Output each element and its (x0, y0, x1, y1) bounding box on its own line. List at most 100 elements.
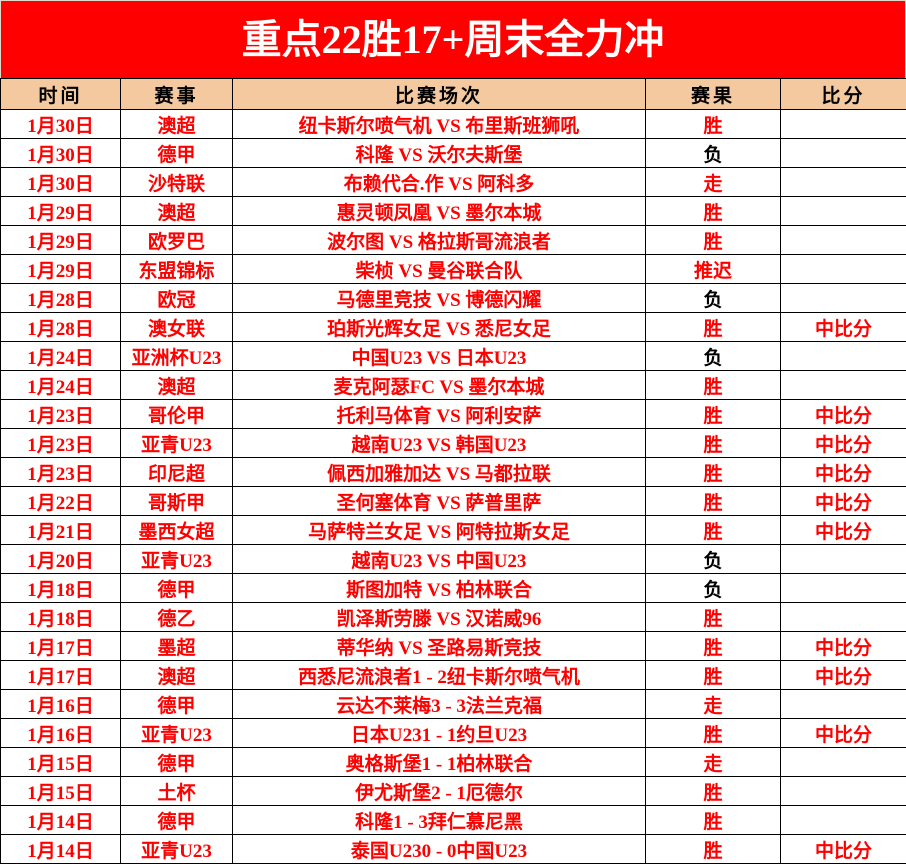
cell-result[interactable]: 胜 (646, 603, 781, 632)
cell-result[interactable]: 胜 (646, 458, 781, 487)
cell-league[interactable]: 亚青U23 (121, 719, 233, 748)
cell-result[interactable]: 胜 (646, 371, 781, 400)
cell-league[interactable]: 亚洲杯U23 (121, 342, 233, 371)
cell-time[interactable]: 1月24日 (1, 342, 121, 371)
cell-score[interactable] (781, 603, 906, 632)
cell-league[interactable]: 欧冠 (121, 284, 233, 313)
cell-score[interactable] (781, 574, 906, 603)
cell-result[interactable]: 负 (646, 545, 781, 574)
cell-match[interactable]: 托利马体育 VS 阿利安萨 (233, 400, 646, 429)
cell-time[interactable]: 1月15日 (1, 748, 121, 777)
cell-match[interactable]: 马萨特兰女足 VS 阿特拉斯女足 (233, 516, 646, 545)
table-row[interactable]: 1月23日哥伦甲托利马体育 VS 阿利安萨胜中比分 (1, 400, 906, 429)
column-header-score[interactable]: 比分 (781, 79, 906, 110)
cell-match[interactable]: 珀斯光辉女足 VS 悉尼女足 (233, 313, 646, 342)
cell-league[interactable]: 土杯 (121, 777, 233, 806)
cell-league[interactable]: 亚青U23 (121, 429, 233, 458)
table-row[interactable]: 1月22日哥斯甲圣何塞体育 VS 萨普里萨胜中比分 (1, 487, 906, 516)
cell-score[interactable] (781, 139, 906, 168)
cell-result[interactable]: 胜 (646, 487, 781, 516)
cell-time[interactable]: 1月20日 (1, 545, 121, 574)
cell-time[interactable]: 1月15日 (1, 777, 121, 806)
cell-result[interactable]: 走 (646, 168, 781, 197)
column-header-time[interactable]: 时间 (1, 79, 121, 110)
cell-time[interactable]: 1月28日 (1, 284, 121, 313)
cell-result[interactable]: 负 (646, 284, 781, 313)
cell-match[interactable]: 布赖代合.作 VS 阿科多 (233, 168, 646, 197)
cell-score[interactable] (781, 168, 906, 197)
cell-league[interactable]: 德甲 (121, 748, 233, 777)
cell-result[interactable]: 胜 (646, 400, 781, 429)
cell-league[interactable]: 澳超 (121, 197, 233, 226)
cell-match[interactable]: 佩西加雅加达 VS 马都拉联 (233, 458, 646, 487)
cell-score[interactable] (781, 284, 906, 313)
cell-match[interactable]: 圣何塞体育 VS 萨普里萨 (233, 487, 646, 516)
cell-match[interactable]: 马德里竞技 VS 博德闪耀 (233, 284, 646, 313)
cell-result[interactable]: 胜 (646, 835, 781, 864)
cell-result[interactable]: 胜 (646, 197, 781, 226)
cell-match[interactable]: 越南U23 VS 韩国U23 (233, 429, 646, 458)
cell-time[interactable]: 1月18日 (1, 574, 121, 603)
cell-score[interactable] (781, 371, 906, 400)
cell-time[interactable]: 1月18日 (1, 603, 121, 632)
cell-result[interactable]: 胜 (646, 632, 781, 661)
table-row[interactable]: 1月17日澳超西悉尼流浪者1 - 2纽卡斯尔喷气机胜中比分 (1, 661, 906, 690)
cell-result[interactable]: 负 (646, 139, 781, 168)
cell-league[interactable]: 哥斯甲 (121, 487, 233, 516)
table-row[interactable]: 1月29日东盟锦标柴桢 VS 曼谷联合队推迟 (1, 255, 906, 284)
cell-score[interactable] (781, 110, 906, 139)
cell-score[interactable]: 中比分 (781, 458, 906, 487)
cell-time[interactable]: 1月21日 (1, 516, 121, 545)
cell-time[interactable]: 1月30日 (1, 139, 121, 168)
cell-score[interactable]: 中比分 (781, 632, 906, 661)
table-row[interactable]: 1月30日沙特联布赖代合.作 VS 阿科多走 (1, 168, 906, 197)
cell-time[interactable]: 1月17日 (1, 661, 121, 690)
cell-match[interactable]: 凯泽斯劳滕 VS 汉诺威96 (233, 603, 646, 632)
cell-result[interactable]: 胜 (646, 806, 781, 835)
cell-match[interactable]: 蒂华纳 VS 圣路易斯竞技 (233, 632, 646, 661)
cell-match[interactable]: 纽卡斯尔喷气机 VS 布里斯班狮吼 (233, 110, 646, 139)
cell-score[interactable]: 中比分 (781, 516, 906, 545)
column-header-result[interactable]: 赛果 (646, 79, 781, 110)
cell-match[interactable]: 伊尤斯堡2 - 1厄德尔 (233, 777, 646, 806)
table-row[interactable]: 1月29日欧罗巴波尔图 VS 格拉斯哥流浪者胜 (1, 226, 906, 255)
table-row[interactable]: 1月28日澳女联珀斯光辉女足 VS 悉尼女足胜中比分 (1, 313, 906, 342)
table-row[interactable]: 1月18日德甲斯图加特 VS 柏林联合负 (1, 574, 906, 603)
cell-match[interactable]: 科隆 VS 沃尔夫斯堡 (233, 139, 646, 168)
cell-time[interactable]: 1月14日 (1, 806, 121, 835)
cell-time[interactable]: 1月30日 (1, 168, 121, 197)
cell-result[interactable]: 胜 (646, 313, 781, 342)
cell-match[interactable]: 中国U23 VS 日本U23 (233, 342, 646, 371)
cell-league[interactable]: 德甲 (121, 806, 233, 835)
cell-score[interactable] (781, 255, 906, 284)
cell-league[interactable]: 德甲 (121, 690, 233, 719)
table-row[interactable]: 1月28日欧冠马德里竞技 VS 博德闪耀负 (1, 284, 906, 313)
cell-league[interactable]: 哥伦甲 (121, 400, 233, 429)
cell-time[interactable]: 1月16日 (1, 719, 121, 748)
cell-league[interactable]: 德甲 (121, 139, 233, 168)
cell-match[interactable]: 西悉尼流浪者1 - 2纽卡斯尔喷气机 (233, 661, 646, 690)
cell-league[interactable]: 澳超 (121, 661, 233, 690)
cell-result[interactable]: 走 (646, 690, 781, 719)
cell-score[interactable] (781, 342, 906, 371)
cell-score[interactable]: 中比分 (781, 487, 906, 516)
table-row[interactable]: 1月14日德甲科隆1 - 3拜仁慕尼黑胜 (1, 806, 906, 835)
cell-time[interactable]: 1月16日 (1, 690, 121, 719)
cell-match[interactable]: 奥格斯堡1 - 1柏林联合 (233, 748, 646, 777)
cell-result[interactable]: 胜 (646, 226, 781, 255)
cell-score[interactable]: 中比分 (781, 313, 906, 342)
cell-score[interactable] (781, 545, 906, 574)
table-row[interactable]: 1月16日德甲云达不莱梅3 - 3法兰克福走 (1, 690, 906, 719)
table-row[interactable]: 1月17日墨超蒂华纳 VS 圣路易斯竞技胜中比分 (1, 632, 906, 661)
cell-time[interactable]: 1月17日 (1, 632, 121, 661)
cell-time[interactable]: 1月29日 (1, 255, 121, 284)
cell-time[interactable]: 1月30日 (1, 110, 121, 139)
cell-match[interactable]: 波尔图 VS 格拉斯哥流浪者 (233, 226, 646, 255)
cell-match[interactable]: 麦克阿瑟FC VS 墨尔本城 (233, 371, 646, 400)
cell-time[interactable]: 1月28日 (1, 313, 121, 342)
column-header-league[interactable]: 赛事 (121, 79, 233, 110)
cell-league[interactable]: 欧罗巴 (121, 226, 233, 255)
